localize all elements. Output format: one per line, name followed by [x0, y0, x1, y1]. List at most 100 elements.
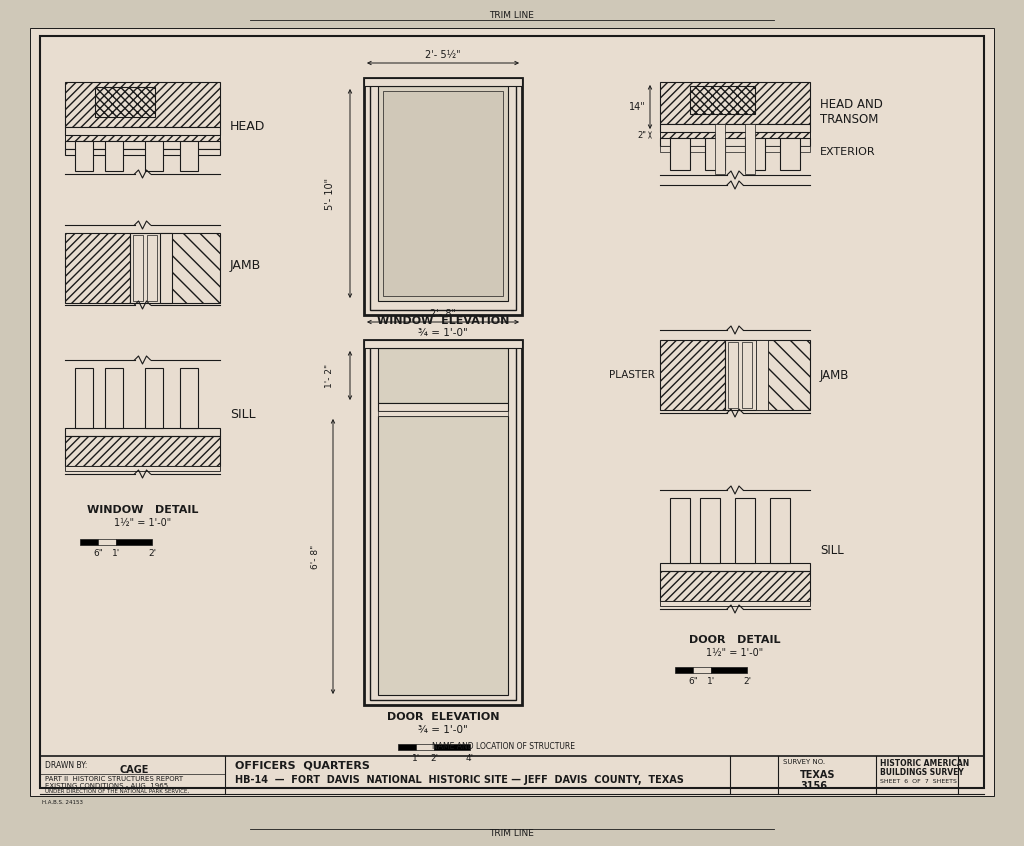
Text: 2'- 5½": 2'- 5½"	[425, 50, 461, 60]
Bar	[180, 368, 198, 428]
Bar	[65, 135, 220, 141]
Bar	[65, 466, 220, 471]
Text: H.A.B.S. 24153: H.A.B.S. 24153	[42, 800, 83, 805]
Text: WINDOW   DETAIL: WINDOW DETAIL	[87, 505, 199, 515]
Text: TRIM LINE: TRIM LINE	[489, 828, 535, 838]
Bar	[364, 340, 522, 348]
Bar	[130, 233, 165, 303]
Bar	[40, 36, 984, 788]
Text: 14": 14"	[630, 102, 646, 112]
Text: PART II  HISTORIC STRUCTURES REPORT: PART II HISTORIC STRUCTURES REPORT	[45, 776, 183, 782]
Bar	[670, 138, 690, 170]
Text: 2': 2'	[430, 754, 438, 763]
Bar	[364, 78, 522, 315]
Bar	[378, 86, 508, 301]
Bar	[660, 82, 810, 124]
Text: PLASTER: PLASTER	[609, 370, 655, 380]
Text: DOOR   DETAIL: DOOR DETAIL	[689, 635, 780, 645]
Text: HEAD AND
TRANSOM: HEAD AND TRANSOM	[820, 98, 883, 126]
Text: 2': 2'	[147, 549, 156, 558]
Text: 1½" = 1'-0": 1½" = 1'-0"	[707, 648, 764, 658]
Bar	[147, 235, 157, 301]
Bar	[735, 498, 755, 563]
Text: JAMB: JAMB	[230, 259, 261, 272]
Bar	[378, 348, 508, 403]
Text: SHEET  6  OF  7  SHEETS: SHEET 6 OF 7 SHEETS	[880, 779, 956, 784]
Bar	[660, 563, 810, 571]
Bar	[116, 539, 152, 545]
Bar	[378, 411, 508, 416]
Text: HISTORIC AMERICAN: HISTORIC AMERICAN	[880, 759, 970, 768]
Bar	[370, 345, 516, 700]
Bar	[65, 233, 130, 303]
Text: SURVEY NO.: SURVEY NO.	[783, 759, 825, 765]
Bar	[75, 141, 93, 171]
Bar	[780, 138, 800, 170]
Text: JAMB: JAMB	[820, 369, 849, 382]
Bar	[660, 138, 810, 146]
Bar	[725, 340, 760, 410]
Bar	[675, 667, 693, 673]
Bar	[65, 436, 220, 466]
Text: TEXAS: TEXAS	[800, 770, 836, 780]
Text: DRAWN BY:: DRAWN BY:	[45, 761, 87, 770]
Bar	[700, 498, 720, 563]
Text: 4': 4'	[466, 754, 474, 763]
Bar	[434, 744, 470, 750]
Text: UNDER DIRECTION OF THE NATIONAL PARK SERVICE,: UNDER DIRECTION OF THE NATIONAL PARK SER…	[45, 789, 189, 794]
Bar	[98, 539, 116, 545]
Bar	[705, 138, 725, 170]
Bar	[745, 124, 755, 174]
Bar	[65, 149, 220, 155]
Text: SILL: SILL	[230, 409, 256, 421]
Bar	[660, 340, 725, 410]
Text: 6": 6"	[93, 549, 103, 558]
Bar	[715, 124, 725, 174]
Bar	[745, 138, 765, 170]
Bar	[660, 601, 810, 606]
Text: HEAD: HEAD	[230, 120, 265, 134]
Text: SILL: SILL	[820, 543, 844, 557]
Bar	[95, 87, 155, 117]
Bar	[145, 141, 163, 171]
Text: EXTERIOR: EXTERIOR	[820, 147, 876, 157]
Bar	[65, 141, 220, 149]
Text: 3156: 3156	[800, 781, 827, 791]
Bar	[364, 340, 522, 705]
Text: 1': 1'	[412, 754, 420, 763]
Bar	[378, 403, 508, 411]
Text: TRIM LINE: TRIM LINE	[489, 12, 535, 20]
Bar	[398, 744, 416, 750]
Bar	[690, 86, 755, 114]
Bar	[660, 146, 810, 152]
Bar	[383, 91, 503, 296]
Text: ¾ = 1'-0": ¾ = 1'-0"	[418, 328, 468, 338]
Text: OFFICERS  QUARTERS: OFFICERS QUARTERS	[234, 761, 370, 771]
Text: DOOR  ELEVATION: DOOR ELEVATION	[387, 712, 500, 722]
Text: EXISTING CONDITIONS - AUG. 1965: EXISTING CONDITIONS - AUG. 1965	[45, 783, 168, 789]
Text: 2'- 8": 2'- 8"	[430, 309, 456, 319]
Bar	[65, 82, 220, 127]
Text: 1'- 2": 1'- 2"	[326, 364, 335, 387]
Bar	[370, 83, 516, 310]
Bar	[180, 141, 198, 171]
Text: 1': 1'	[707, 677, 715, 686]
Text: ¾ = 1'-0": ¾ = 1'-0"	[418, 725, 468, 735]
Text: BUILDINGS SURVEY: BUILDINGS SURVEY	[880, 768, 964, 777]
Bar	[770, 498, 790, 563]
Bar	[728, 342, 738, 408]
Text: 6'- 8": 6'- 8"	[310, 544, 319, 569]
Bar	[75, 368, 93, 428]
Text: WINDOW  ELEVATION: WINDOW ELEVATION	[377, 316, 509, 326]
Bar	[65, 428, 220, 436]
Bar	[660, 132, 810, 138]
Bar	[145, 368, 163, 428]
Text: 6": 6"	[688, 677, 698, 686]
Bar	[742, 342, 752, 408]
Bar	[670, 498, 690, 563]
Bar	[40, 756, 984, 794]
Bar	[80, 539, 98, 545]
Bar	[364, 78, 522, 86]
Bar	[378, 416, 508, 695]
Text: 5'- 10": 5'- 10"	[325, 178, 335, 210]
